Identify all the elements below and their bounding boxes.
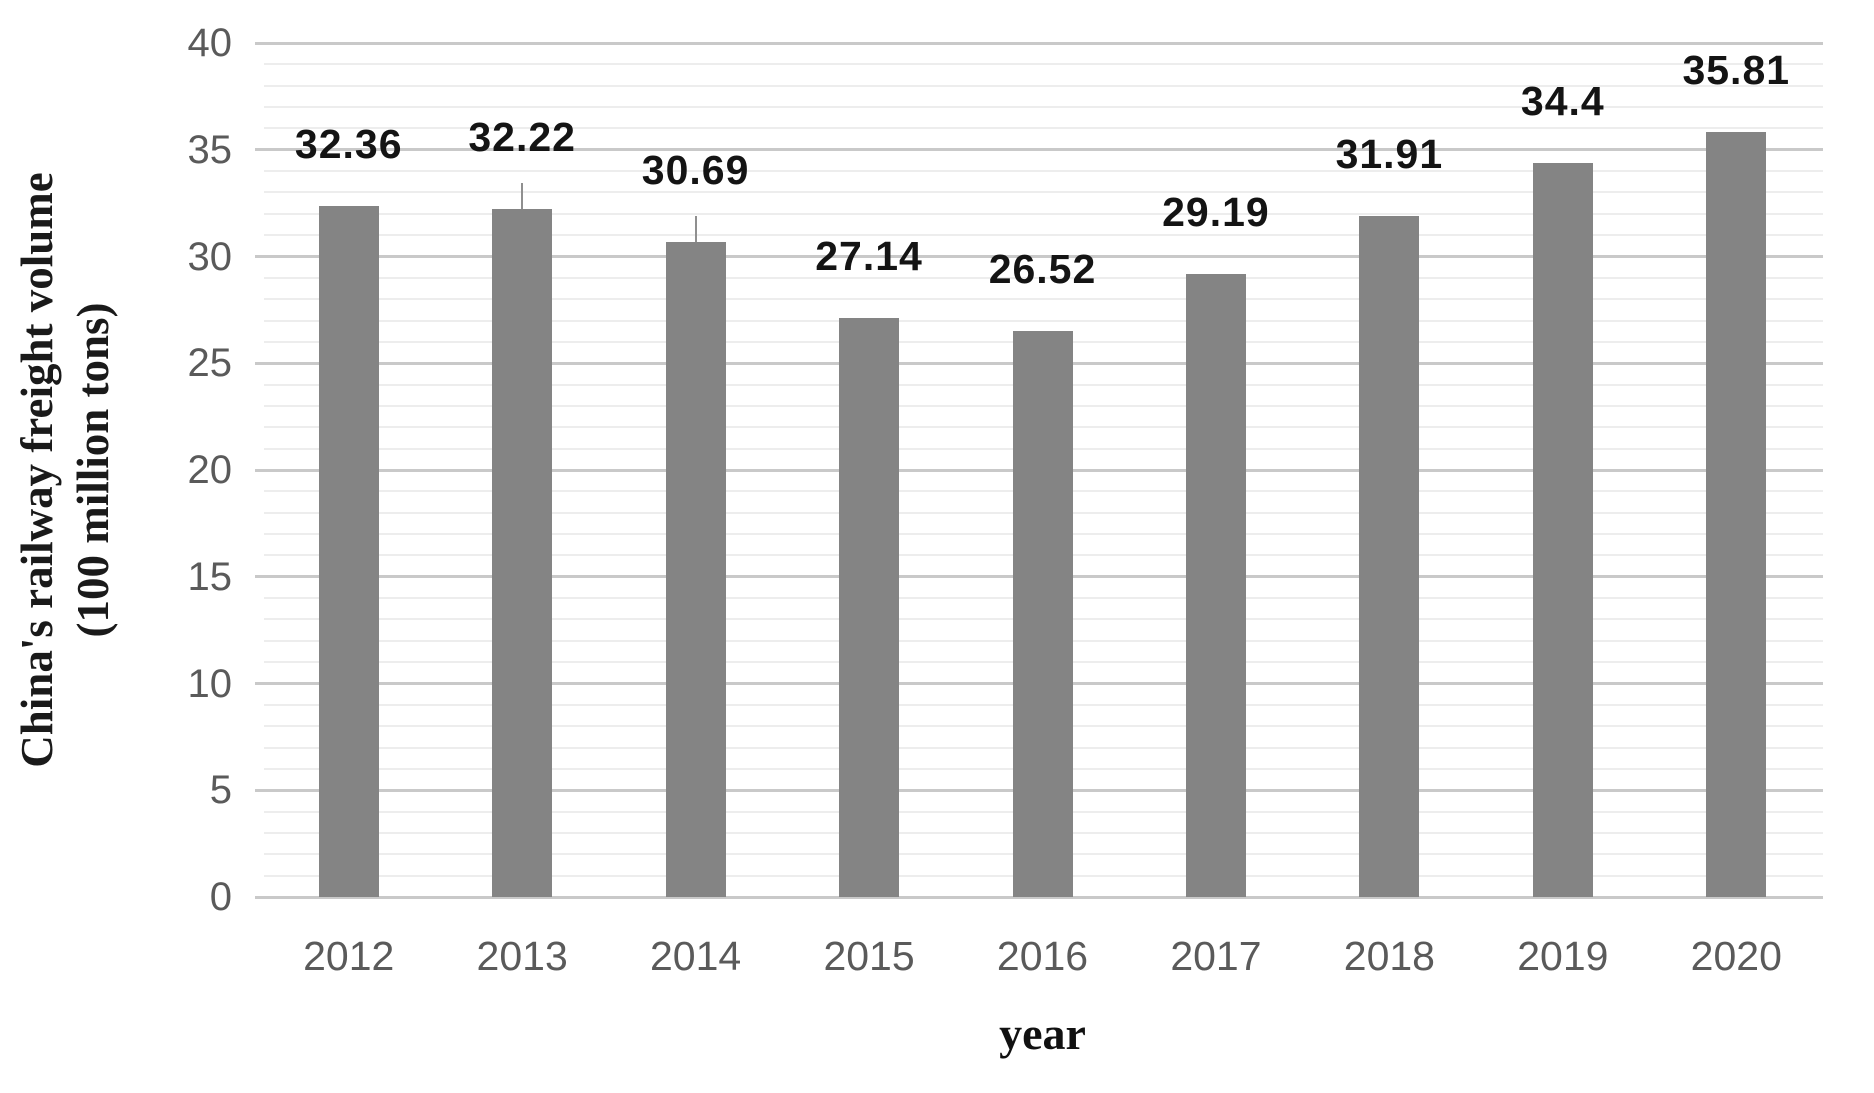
x-tick-label: 2016 bbox=[996, 933, 1089, 979]
y-tick-label: 0 bbox=[209, 875, 232, 919]
bar-value-label: 32.36 bbox=[294, 121, 403, 168]
bar-2015 bbox=[839, 317, 900, 897]
bar-value-label: 34.4 bbox=[1520, 77, 1605, 124]
x-tick-label: 2019 bbox=[1517, 933, 1609, 979]
bar-2012 bbox=[318, 206, 379, 897]
bar-value-label: 30.69 bbox=[641, 146, 750, 193]
gridline-minor bbox=[264, 276, 1823, 279]
y-tick-label: 25 bbox=[187, 341, 233, 386]
gridline-minor bbox=[264, 212, 1823, 215]
bar-2013 bbox=[492, 209, 553, 897]
label-leader-line bbox=[521, 183, 524, 210]
gridline-minor bbox=[264, 170, 1823, 173]
gridline-minor bbox=[264, 106, 1823, 109]
gridline-minor bbox=[264, 319, 1823, 322]
bar-2020 bbox=[1706, 132, 1767, 897]
gridline-minor bbox=[264, 298, 1823, 301]
x-tick-label: 2018 bbox=[1343, 933, 1435, 979]
bar-value-label: 27.14 bbox=[815, 232, 923, 279]
y-tick-label: 5 bbox=[209, 768, 232, 813]
bar-2016 bbox=[1012, 330, 1073, 897]
bar-value-label: 29.19 bbox=[1162, 188, 1270, 235]
x-tick-label: 2012 bbox=[303, 933, 395, 979]
y-tick-label: 30 bbox=[187, 234, 233, 279]
x-axis-title: year bbox=[999, 1008, 1086, 1059]
plot-area: 0 5 10 15 20 25 30 35 40 32.36 2012 32.22 2013 30.69 2… bbox=[188, 21, 1823, 979]
gridline-major bbox=[255, 148, 1823, 152]
gridline-major bbox=[255, 895, 1823, 899]
bar-value-label: 26.52 bbox=[988, 245, 1097, 292]
gridline-minor bbox=[264, 191, 1823, 194]
bar-2017 bbox=[1185, 273, 1246, 897]
bar-2014 bbox=[665, 241, 726, 897]
gridline-minor bbox=[264, 84, 1823, 87]
x-tick-label: 2020 bbox=[1690, 933, 1782, 979]
gridline-minor bbox=[264, 63, 1823, 66]
x-tick-label: 2017 bbox=[1170, 933, 1262, 979]
y-tick-label: 10 bbox=[187, 661, 233, 706]
bar-2019 bbox=[1532, 162, 1593, 897]
gridline-major bbox=[255, 41, 1823, 45]
y-tick-label: 35 bbox=[187, 127, 233, 172]
x-tick-label: 2014 bbox=[650, 933, 742, 979]
bar-value-label: 31.91 bbox=[1335, 130, 1444, 177]
y-axis-title-line1: China's railway freight volume bbox=[12, 172, 62, 768]
gridline-major bbox=[255, 255, 1823, 258]
bar-value-label: 32.22 bbox=[468, 114, 576, 161]
bar-value-label: 35.81 bbox=[1682, 47, 1791, 94]
gridline-minor bbox=[264, 127, 1823, 130]
x-tick-label: 2015 bbox=[823, 933, 915, 979]
gridline-minor bbox=[264, 234, 1823, 237]
y-tick-label: 15 bbox=[187, 554, 233, 599]
label-leader-line bbox=[694, 215, 697, 242]
bar-2018 bbox=[1359, 215, 1420, 897]
x-tick-label: 2013 bbox=[476, 933, 568, 979]
y-tick-label: 40 bbox=[187, 21, 233, 65]
y-tick-label: 20 bbox=[187, 448, 233, 492]
